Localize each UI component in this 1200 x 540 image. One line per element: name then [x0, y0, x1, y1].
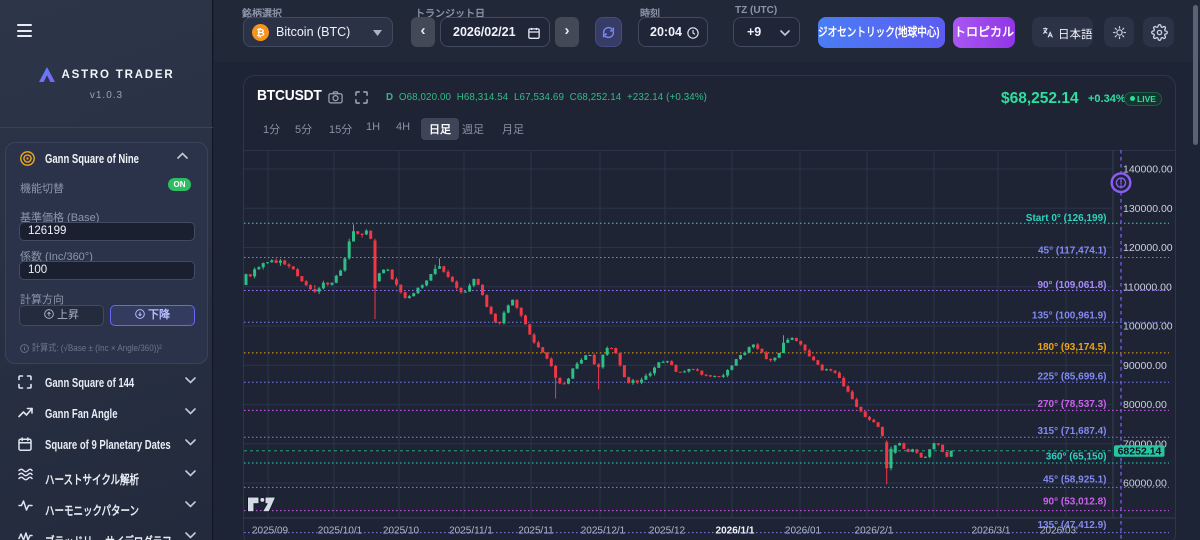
svg-text:135° (47,412.9): 135° (47,412.9) — [1037, 520, 1106, 531]
svg-text:360° (65,150): 360° (65,150) — [1046, 452, 1107, 463]
svg-text:140000.00: 140000.00 — [1123, 164, 1173, 176]
svg-text:2025/11: 2025/11 — [518, 526, 554, 537]
svg-text:2026/2/1: 2026/2/1 — [855, 526, 894, 537]
svg-text:110000.00: 110000.00 — [1123, 281, 1172, 293]
svg-text:2025/11/1: 2025/11/1 — [449, 526, 493, 537]
svg-text:90000.00: 90000.00 — [1123, 360, 1167, 372]
svg-text:135° (100,961.9): 135° (100,961.9) — [1032, 311, 1107, 322]
svg-text:120000.00: 120000.00 — [1123, 242, 1173, 254]
svg-text:2025/12: 2025/12 — [649, 526, 686, 537]
svg-text:₿: ₿ — [256, 27, 265, 39]
svg-text:90° (109,061.8): 90° (109,061.8) — [1037, 280, 1106, 291]
svg-text:130000.00: 130000.00 — [1123, 203, 1173, 215]
svg-text:270° (78,537.3): 270° (78,537.3) — [1037, 399, 1106, 410]
svg-text:60000.00: 60000.00 — [1123, 478, 1167, 490]
svg-text:90° (53,012.8): 90° (53,012.8) — [1043, 497, 1107, 508]
svg-text:45° (58,925.1): 45° (58,925.1) — [1043, 475, 1107, 486]
svg-text:2026/01: 2026/01 — [785, 526, 822, 537]
svg-text:68252.14: 68252.14 — [1118, 445, 1162, 457]
svg-text:45° (117,474.1): 45° (117,474.1) — [1038, 246, 1107, 257]
svg-text:180° (93,174.5): 180° (93,174.5) — [1037, 342, 1106, 353]
svg-text:2026/3/1: 2026/3/1 — [972, 526, 1011, 537]
svg-text:Start 0° (126,199): Start 0° (126,199) — [1026, 213, 1107, 224]
svg-text:2025/10: 2025/10 — [383, 526, 420, 537]
svg-text:315° (71,687.4): 315° (71,687.4) — [1037, 426, 1106, 437]
svg-text:2026/03: 2026/03 — [1040, 526, 1077, 537]
svg-text:2025/10/1: 2025/10/1 — [318, 526, 363, 537]
svg-text:2026/1/1: 2026/1/1 — [716, 526, 755, 537]
svg-text:100000.00: 100000.00 — [1123, 321, 1173, 333]
svg-text:225° (85,699.6): 225° (85,699.6) — [1037, 372, 1106, 383]
svg-text:2025/09: 2025/09 — [252, 526, 289, 537]
svg-text:80000.00: 80000.00 — [1123, 399, 1167, 411]
svg-text:2025/12/1: 2025/12/1 — [581, 526, 626, 537]
